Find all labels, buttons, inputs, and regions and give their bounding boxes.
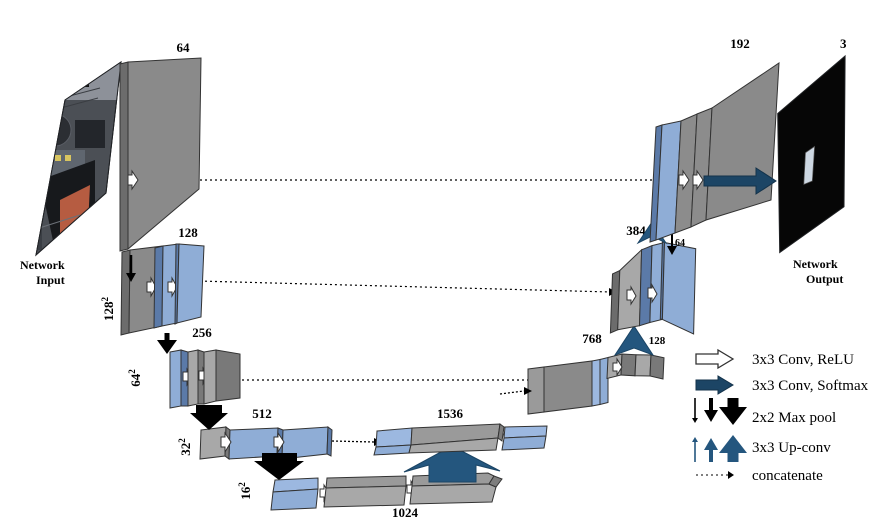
svg-text:322: 322: [177, 438, 193, 456]
svg-text:192: 192: [730, 36, 750, 51]
svg-text:3x3 Conv, ReLU: 3x3 Conv, ReLU: [752, 352, 854, 368]
svg-text:Input: Input: [36, 273, 65, 287]
svg-text:3: 3: [840, 36, 847, 51]
svg-text:Network: Network: [20, 258, 65, 272]
svg-text:2x2 Max pool: 2x2 Max pool: [752, 410, 836, 426]
svg-text:concatenate: concatenate: [752, 468, 823, 484]
svg-text:1024: 1024: [392, 505, 419, 520]
svg-text:1282: 1282: [100, 297, 116, 322]
svg-text:256: 256: [192, 325, 212, 340]
svg-text:512: 512: [252, 406, 272, 421]
svg-text:Network: Network: [793, 257, 838, 271]
svg-text:128: 128: [178, 225, 198, 240]
svg-text:3x3 Conv, Softmax: 3x3 Conv, Softmax: [752, 378, 869, 394]
svg-text:3x3 Up-conv: 3x3 Up-conv: [752, 440, 831, 456]
svg-text:Output: Output: [806, 272, 843, 286]
svg-text:64: 64: [177, 40, 191, 55]
svg-text:768: 768: [582, 331, 602, 346]
svg-text:128: 128: [649, 335, 666, 347]
svg-text:642: 642: [127, 369, 143, 387]
svg-text:1536: 1536: [437, 406, 464, 421]
svg-text:64: 64: [675, 238, 685, 249]
svg-text:162: 162: [237, 482, 253, 500]
